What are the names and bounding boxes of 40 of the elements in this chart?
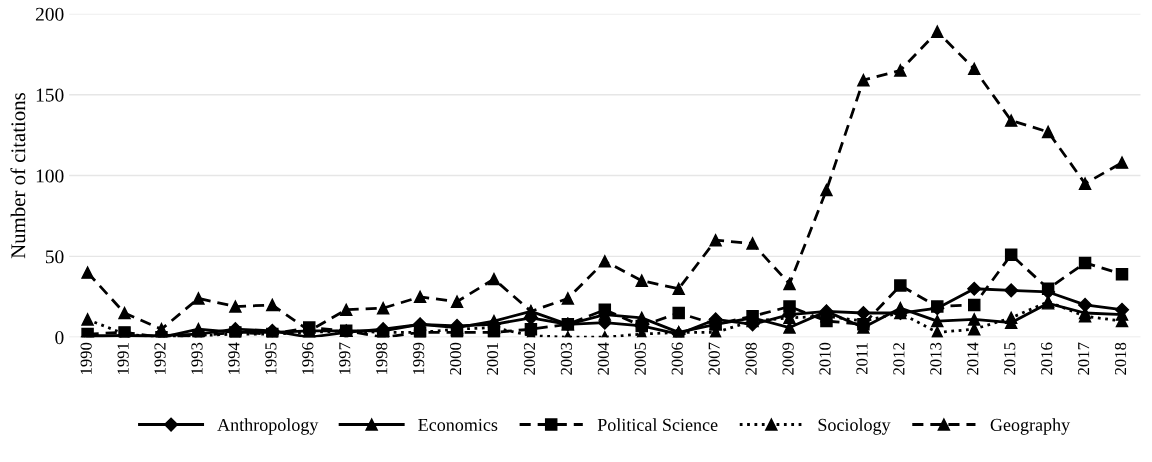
x-tick-label: 2016 (1041, 342, 1053, 375)
x-tick-label: 1999 (413, 342, 425, 374)
legend-label: Sociology (818, 418, 891, 435)
x-tick-label: 1995 (265, 342, 277, 374)
legend-label: Anthropology (217, 418, 319, 435)
y-tick-label: 200 (35, 7, 64, 21)
legend-label: Geography (990, 418, 1071, 435)
x-tick-label: 1997 (339, 342, 351, 374)
x-tick-label: 1990 (80, 342, 92, 374)
y-tick-label: 100 (36, 169, 64, 183)
x-tick-label: 2012 (893, 343, 905, 375)
x-tick-label: 2018 (1114, 342, 1127, 375)
x-tick-label: 2004 (597, 342, 609, 375)
legend-label: Political Science (597, 418, 718, 432)
x-tick-label: 2009 (782, 342, 794, 375)
x-tick-label: 1992 (154, 343, 166, 374)
x-tick-label: 2007 (708, 342, 720, 375)
x-tick-label: 2002 (523, 343, 536, 375)
x-tick-label: 2001 (486, 343, 499, 375)
x-tick-label: 2013 (930, 342, 942, 375)
y-tick-label: 0 (55, 331, 64, 345)
y-tick-label: 50 (45, 250, 64, 264)
x-tick-label: 1998 (376, 342, 388, 374)
x-tick-label: 2015 (1004, 342, 1016, 375)
x-tick-label: 2006 (671, 342, 683, 375)
x-tick-label: 2005 (634, 342, 646, 375)
x-tick-label: 2011 (856, 343, 868, 375)
x-tick-label: 1993 (191, 342, 203, 374)
x-tick-label: 1994 (228, 342, 240, 374)
y-axis-title: Number of citations (10, 93, 26, 259)
x-tick-label: 2010 (819, 342, 831, 375)
x-tick-label: 2008 (745, 342, 757, 375)
x-tick-label: 2003 (560, 342, 573, 375)
x-tick-label: 2000 (449, 342, 462, 375)
legend-label: Economics (418, 418, 498, 432)
y-tick-label: 150 (36, 88, 64, 102)
x-tick-label: 1996 (302, 342, 314, 374)
x-tick-label: 1991 (117, 343, 129, 374)
x-tick-label: 2017 (1077, 342, 1090, 375)
x-tick-label: 2014 (967, 342, 979, 375)
